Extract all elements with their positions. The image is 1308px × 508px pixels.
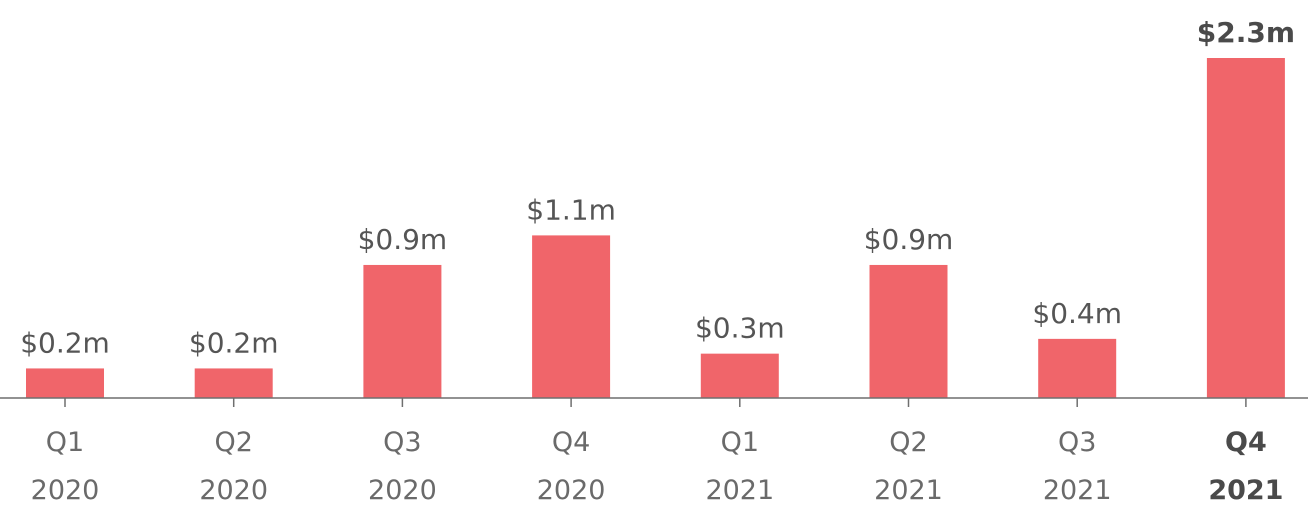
- bar: [532, 235, 611, 398]
- bar: [869, 264, 948, 398]
- bar-value-label: $0.2m: [189, 326, 279, 359]
- x-tick-label-year: 2021: [874, 475, 943, 506]
- x-tick-label-quarter: Q2: [889, 427, 927, 458]
- bar: [1206, 58, 1285, 398]
- bar: [1038, 338, 1117, 398]
- x-tick-label-quarter: Q4: [1225, 427, 1267, 458]
- x-tick-label-year: 2021: [1043, 475, 1112, 506]
- bar: [194, 368, 273, 398]
- bar-value-label: $1.1m: [526, 193, 616, 226]
- bar: [363, 264, 442, 398]
- x-tick-label-year: 2020: [368, 475, 437, 506]
- x-tick-label-quarter: Q1: [721, 427, 759, 458]
- bar-value-label: $0.2m: [20, 326, 110, 359]
- value-labels-group: $0.2m $0.2m $0.9m $1.1m $0.3m $0.9m $0.4m $2.3m: [20, 16, 1295, 359]
- x-tick-label-quarter: Q2: [214, 427, 252, 458]
- x-tick-label-year: 2021: [1208, 475, 1283, 506]
- x-tick-label-year: 2020: [31, 475, 100, 506]
- x-tick-label-year: 2021: [705, 475, 774, 506]
- x-tick-label-quarter: Q3: [383, 427, 421, 458]
- ticks-group: [64, 398, 1247, 407]
- bar-value-label: $2.3m: [1197, 16, 1295, 49]
- bar-value-label: $0.3m: [695, 312, 785, 345]
- bar: [700, 353, 779, 398]
- x-tick-label-year: 2020: [199, 475, 268, 506]
- bars-group: [26, 58, 1285, 398]
- x-tick-label-year: 2020: [537, 475, 606, 506]
- x-tick-label-quarter: Q1: [46, 427, 84, 458]
- category-labels-group: Q1 2020 Q2 2020 Q3 2020 Q4 2020 Q1 2021 Q2 2021 Q3 20…: [31, 427, 1284, 506]
- bar-value-label: $0.9m: [358, 223, 448, 256]
- bar: [26, 368, 104, 398]
- x-tick-label-quarter: Q4: [552, 427, 590, 458]
- bar-value-label: $0.9m: [864, 223, 954, 256]
- x-tick-label-quarter: Q3: [1058, 427, 1096, 458]
- bar-value-label: $0.4m: [1032, 297, 1122, 330]
